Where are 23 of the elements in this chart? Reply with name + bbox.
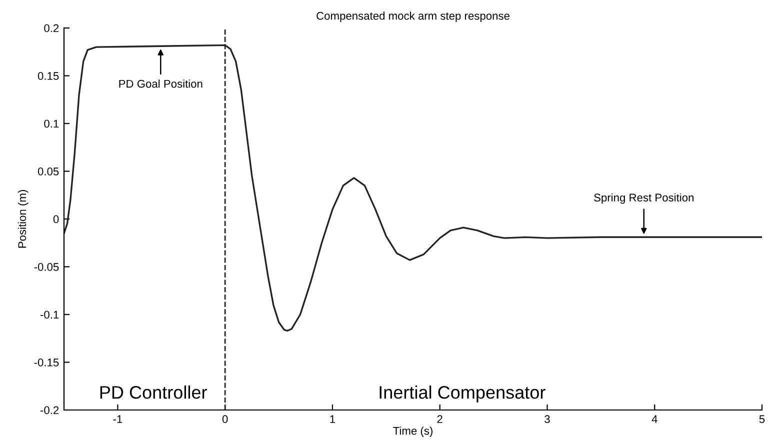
annotation: Inertial Compensator bbox=[380, 386, 546, 402]
x-axis-title: Time (s) bbox=[393, 426, 432, 437]
y-tick-label: -0.1 bbox=[40, 310, 59, 319]
x-tick-label: 3 bbox=[544, 415, 550, 424]
y-tick-label: 0.05 bbox=[38, 168, 59, 176]
y-tick-label: -0.2 bbox=[40, 406, 59, 414]
x-tick-label: 4 bbox=[652, 415, 658, 423]
y-tick-label: -0.05 bbox=[34, 263, 59, 271]
y-tick-label: 0.1 bbox=[44, 120, 59, 128]
y-tick-label: -0.15 bbox=[34, 358, 59, 366]
annotation: PD Controller bbox=[100, 386, 207, 399]
annotation: Spring Rest Position bbox=[594, 193, 694, 204]
x-tick-label: 5 bbox=[759, 415, 765, 424]
x-tick-label: -1 bbox=[113, 415, 122, 423]
y-tick-label: 0.15 bbox=[38, 72, 59, 80]
x-tick-label: 1 bbox=[330, 415, 336, 423]
chart-title: Compensated mock arm step response bbox=[316, 12, 510, 22]
y-axis-title: Position (m) bbox=[18, 190, 28, 248]
annotation: PD Goal Position bbox=[119, 80, 202, 88]
x-tick-label: 0 bbox=[222, 415, 228, 424]
y-tick-label: 0.2 bbox=[44, 24, 59, 32]
x-tick-label: 2 bbox=[437, 415, 442, 423]
y-tick-label: 0 bbox=[53, 215, 59, 224]
